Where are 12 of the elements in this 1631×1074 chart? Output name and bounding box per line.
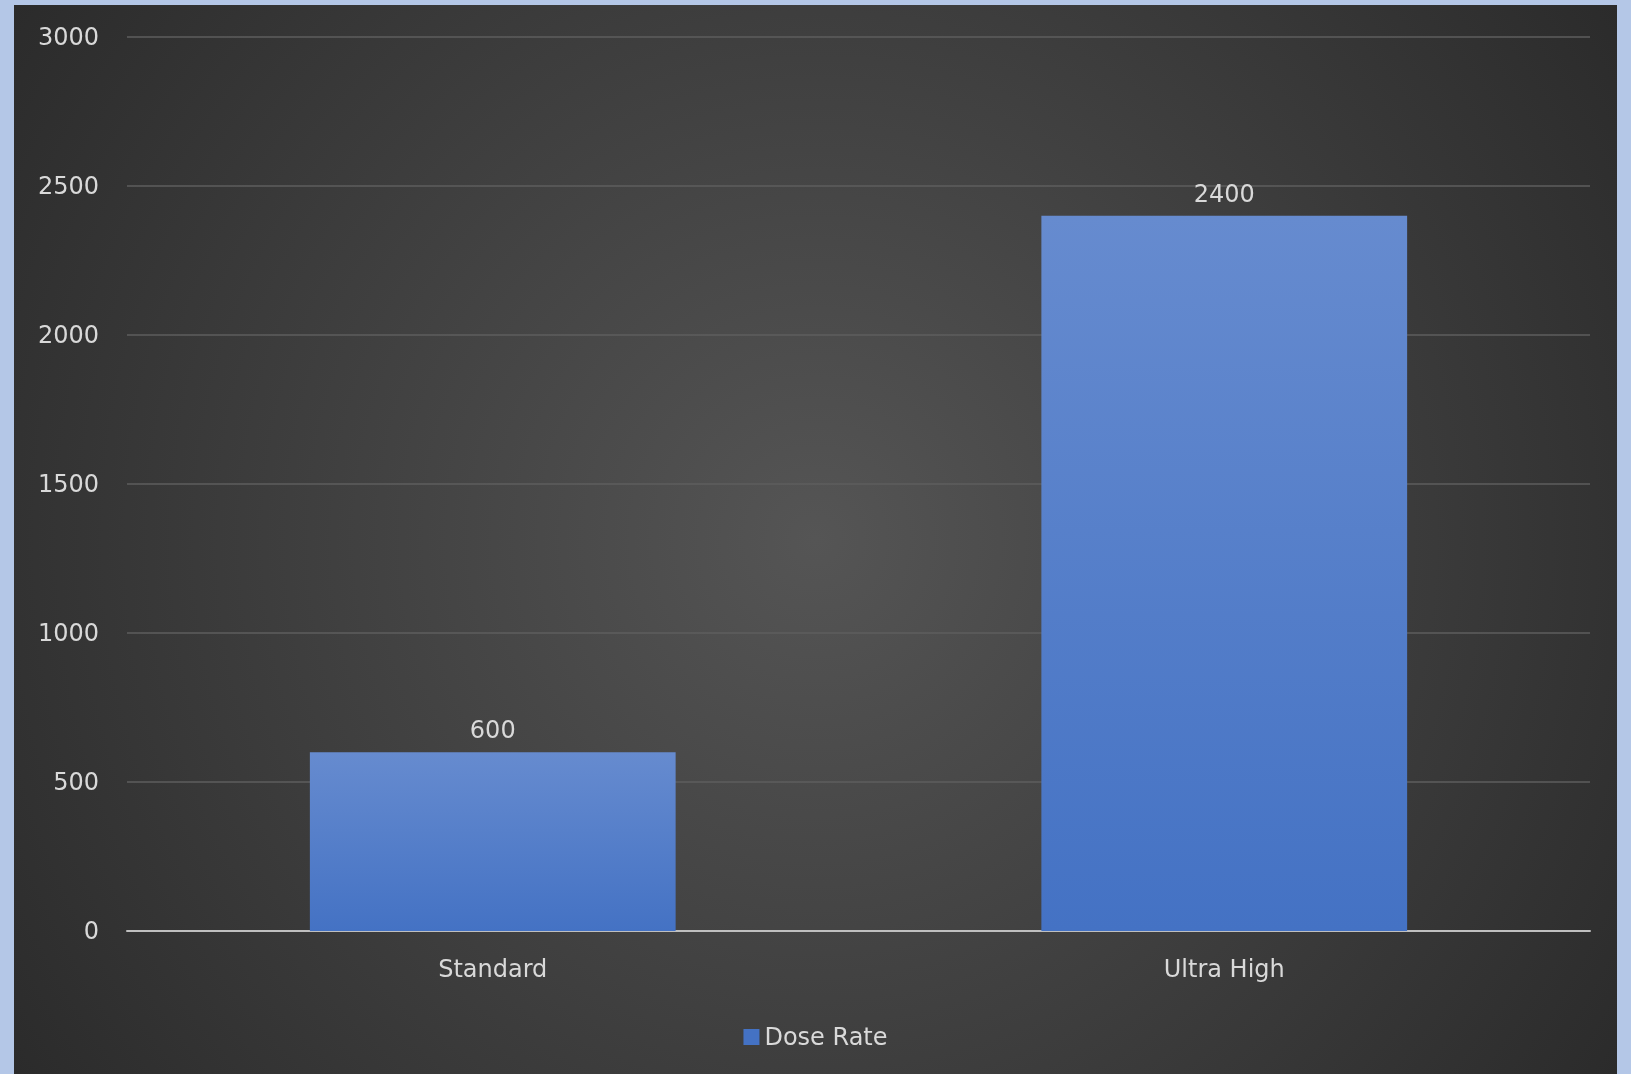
- data-label: 600: [469, 716, 516, 745]
- legend-label: Dose Rate: [764, 1023, 888, 1051]
- x-tick-label: Ultra High: [1163, 955, 1285, 983]
- y-tick-label: 0: [83, 917, 99, 945]
- y-tick-label: 2500: [37, 172, 99, 200]
- data-label: 2400: [1193, 179, 1255, 208]
- y-tick-label: 500: [53, 768, 99, 796]
- x-tick-label: Standard: [438, 955, 548, 983]
- y-tick-label: 1500: [37, 470, 99, 498]
- y-tick-label: 2000: [37, 321, 99, 349]
- y-tick-label: 3000: [37, 23, 99, 51]
- y-tick-label: 1000: [37, 619, 99, 647]
